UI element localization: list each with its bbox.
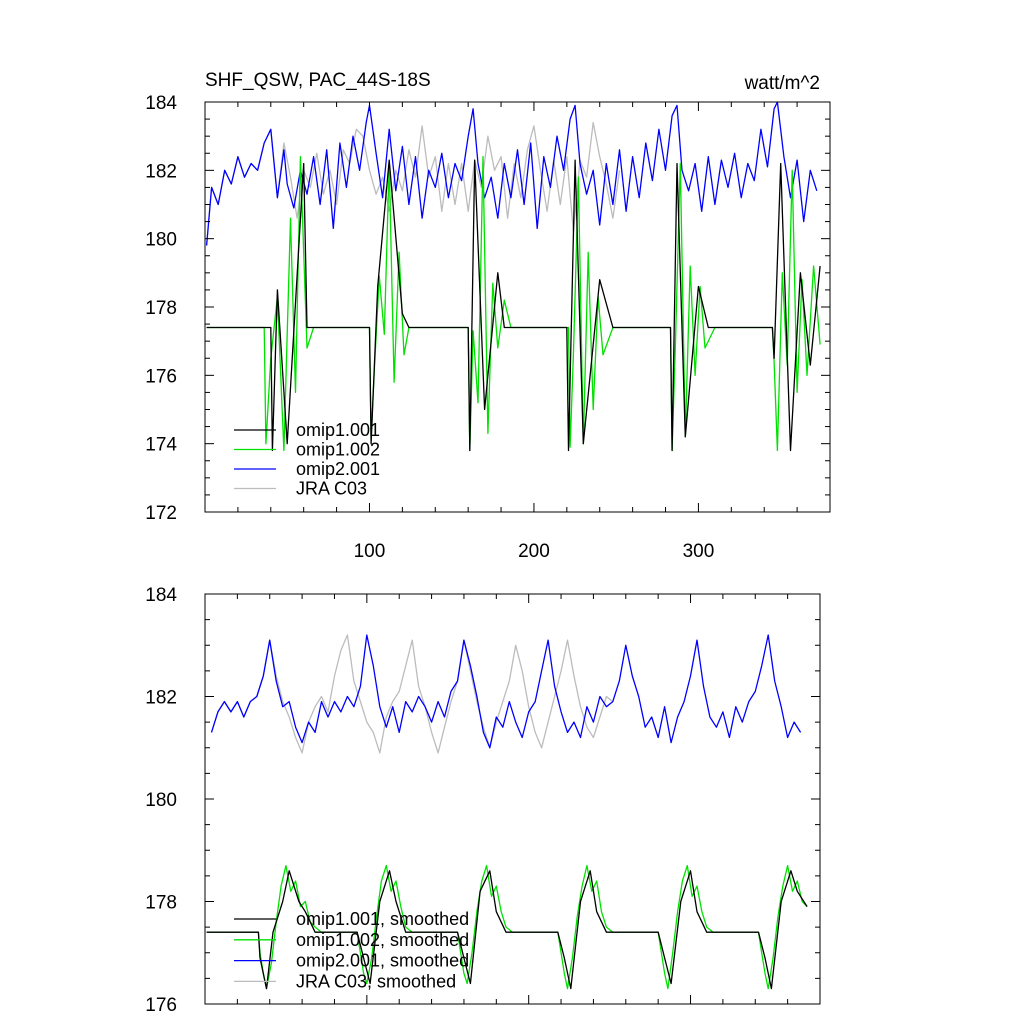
legend-label: JRA C03: [296, 479, 367, 499]
legend-label: omip1.002, smoothed: [296, 930, 469, 950]
legend-label: omip2.001: [296, 459, 380, 479]
series-line-2: [206, 156, 821, 452]
series-line-3: [205, 102, 818, 246]
series-line-1: [206, 159, 821, 452]
y-tick-label: 184: [145, 585, 177, 606]
chart-title: SHF_QSW, PAC_44S-18S: [205, 70, 431, 91]
y-tick-label: 182: [145, 161, 177, 182]
y-tick-label: 180: [145, 790, 177, 811]
legend-label: omip1.001, smoothed: [296, 909, 469, 929]
y-tick-label: 174: [145, 435, 177, 456]
series-lines: [206, 634, 808, 990]
series-line-3: [210, 634, 802, 749]
y-tick-label: 184: [145, 93, 177, 114]
series-line-4: [210, 634, 614, 754]
series-lines: [205, 102, 821, 452]
y-tick-label: 178: [145, 298, 177, 319]
y-tick-label: 180: [145, 230, 177, 251]
y-tick-label: 172: [145, 503, 177, 524]
y-tick-label: 182: [145, 688, 177, 709]
y-tick-label: 176: [145, 366, 177, 387]
x-tick-label: 300: [683, 541, 715, 562]
units-label: watt/m^2: [744, 73, 820, 94]
x-tick-label: 100: [354, 541, 386, 562]
legend-label: omip2.001, smoothed: [296, 951, 469, 971]
legend-label: omip1.002: [296, 440, 380, 460]
series-line-2: [206, 864, 808, 990]
legend-label: omip1.001: [296, 420, 380, 440]
legend-label: JRA C03, smoothed: [296, 971, 456, 991]
chart-panel-2: 176 178 180 182 184 omip1.001, smoothedomip1.…: [145, 585, 821, 1016]
y-tick-label: 176: [145, 995, 177, 1016]
chart-panel-1: 172 174 176 178 180 182 184 100 200 300 SHF_QSW, P…: [145, 70, 831, 562]
series-line-1: [206, 870, 808, 990]
x-tick-label: 200: [518, 541, 550, 562]
y-tick-label: 178: [145, 893, 177, 914]
